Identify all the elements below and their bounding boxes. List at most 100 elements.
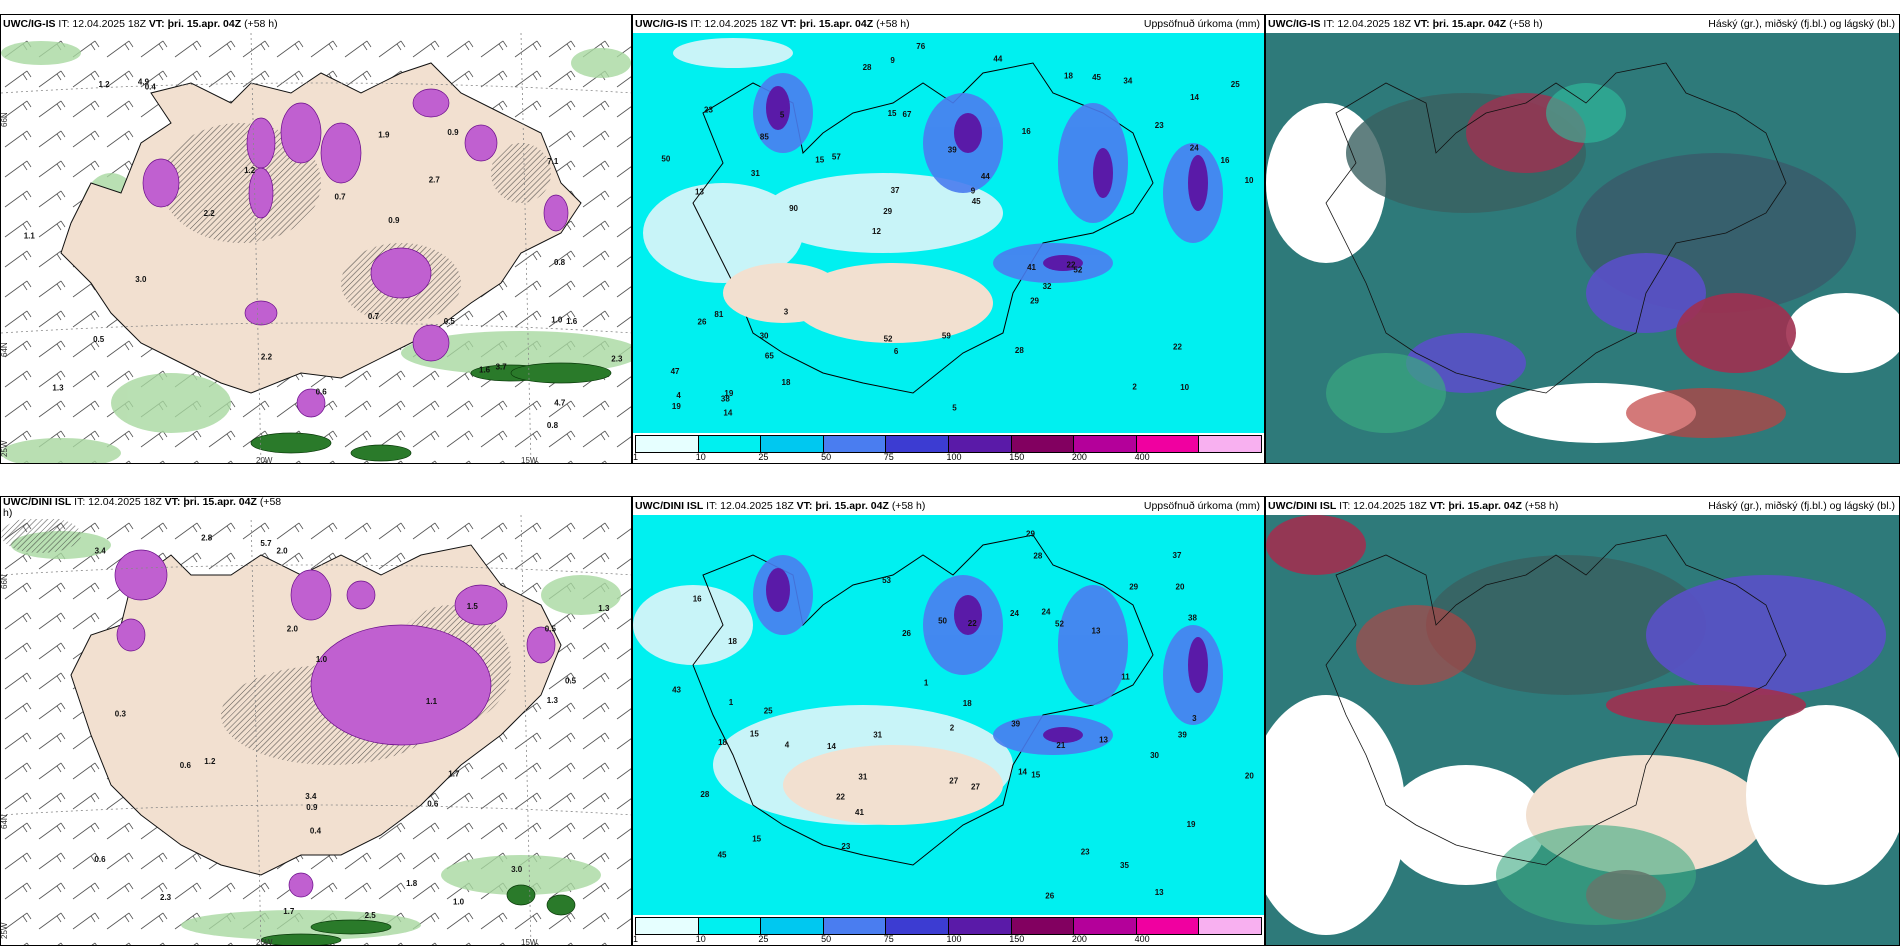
value-label: 52 bbox=[1055, 619, 1064, 628]
lat-label-66: 66N bbox=[1, 112, 9, 127]
value-label: 2.0 bbox=[277, 547, 289, 556]
value-label: 4.9 bbox=[138, 77, 150, 86]
value-label: 2.2 bbox=[261, 353, 273, 362]
value-label: 30 bbox=[760, 331, 769, 340]
value-label: 26 bbox=[902, 629, 911, 638]
panel-variable: Háský (gr.), miðský (fj.bl.) og lágský (… bbox=[1708, 15, 1895, 33]
value-label: 26 bbox=[698, 318, 707, 327]
value-label: 38 bbox=[721, 395, 730, 404]
panel-variable: Háský (gr.), miðský (fj.bl.) og lágský (… bbox=[1708, 497, 1895, 515]
colorbar-label: 150 bbox=[1009, 934, 1025, 944]
wind-precip-map: 66N 64N 25W 20W 15W 0.3 2.8 1.0 1.5 0.4 1.3 2.… bbox=[1, 515, 631, 945]
colorbar-swatch bbox=[948, 436, 1012, 452]
colorbar-swatch bbox=[886, 918, 949, 934]
value-label: 2.7 bbox=[429, 175, 441, 184]
value-label: 22 bbox=[1067, 261, 1076, 270]
value-label: 20 bbox=[1176, 582, 1185, 591]
value-label: 50 bbox=[938, 616, 947, 625]
value-label: 18 bbox=[963, 699, 972, 708]
value-label: 0.9 bbox=[447, 128, 459, 137]
colorbar-label: 150 bbox=[1009, 452, 1025, 462]
colorbar-label: 400 bbox=[1134, 934, 1150, 944]
value-label: 9 bbox=[971, 187, 976, 196]
colorbar-swatch bbox=[761, 918, 824, 934]
colorbar-label: 200 bbox=[1071, 452, 1087, 462]
value-label: 0.6 bbox=[427, 799, 439, 808]
map-panel-wind-precip-bottom[interactable]: UWC/DINI ISL IT: 12.04.2025 18Z VT: þri.… bbox=[0, 496, 632, 946]
value-label: 10 bbox=[1180, 383, 1189, 392]
value-label: 39 bbox=[1011, 720, 1020, 729]
value-label: 28 bbox=[1033, 552, 1042, 561]
colorbar-label: 50 bbox=[821, 452, 832, 462]
value-label: 31 bbox=[751, 169, 760, 178]
value-label: 5 bbox=[780, 111, 785, 120]
value-label: 0.6 bbox=[180, 761, 192, 770]
value-label: 12 bbox=[872, 227, 881, 236]
value-label: 28 bbox=[700, 790, 709, 799]
value-label: 1.3 bbox=[547, 696, 559, 705]
value-label: 23 bbox=[704, 106, 713, 115]
value-label: 85 bbox=[760, 133, 769, 142]
colorbar-label: 100 bbox=[946, 452, 962, 462]
value-label: 59 bbox=[942, 331, 951, 340]
value-label: 24 bbox=[1042, 608, 1051, 617]
colorbar-swatch bbox=[1011, 436, 1075, 452]
value-label: 39 bbox=[1178, 731, 1187, 740]
colorbar-label: 1 bbox=[633, 452, 639, 462]
dry-areas bbox=[783, 745, 1003, 825]
value-label: 1.0 bbox=[551, 315, 563, 324]
heavy-precip-areas bbox=[766, 568, 1208, 743]
snow-areas bbox=[142, 88, 569, 418]
lat-label-64: 64N bbox=[1, 342, 9, 357]
wind-top-values: 0.5 0.9 1.0 2.3 1.9 3.7 0.7 2.7 1.6 1.3 0.4 0.7 0.8 0… bbox=[24, 77, 623, 430]
value-label: 45 bbox=[718, 850, 727, 859]
colorbar-swatch bbox=[1199, 918, 1261, 934]
map-panel-precip-top[interactable]: UWC/IG-IS IT: 12.04.2025 18Z VT: þri. 15… bbox=[632, 14, 1265, 464]
value-label: 20 bbox=[1245, 772, 1254, 781]
value-label: 67 bbox=[903, 110, 912, 119]
value-label: 3.4 bbox=[95, 546, 107, 555]
value-label: 3.0 bbox=[511, 865, 523, 874]
colorbar-swatch bbox=[948, 918, 1012, 934]
value-label: 25 bbox=[1231, 80, 1240, 89]
colorbar-swatch bbox=[1136, 436, 1200, 452]
map-panel-wind-precip-top[interactable]: UWC/IG-IS IT: 12.04.2025 18Z VT: þri. 15… bbox=[0, 14, 632, 464]
value-label: 1.0 bbox=[316, 655, 328, 664]
value-label: 2 bbox=[950, 724, 955, 733]
panel-title: UWC/DINI ISL IT: 12.04.2025 18Z VT: þri.… bbox=[633, 497, 1264, 515]
value-label: 15 bbox=[750, 729, 759, 738]
value-label: 0.8 bbox=[547, 421, 559, 430]
value-label: 1.2 bbox=[244, 166, 256, 175]
value-label: 10 bbox=[1245, 176, 1254, 185]
value-label: 41 bbox=[1027, 263, 1036, 272]
lon-label-20: 20W bbox=[256, 456, 273, 464]
value-label: 0.7 bbox=[368, 312, 380, 321]
value-label: 23 bbox=[841, 842, 850, 851]
panel-title: UWC/DINI ISL IT: 12.04.2025 18Z VT: þri.… bbox=[1, 497, 293, 519]
value-label: 14 bbox=[827, 742, 836, 751]
lon-label-15: 15W bbox=[521, 456, 538, 464]
value-label: 4 bbox=[676, 391, 681, 400]
iceland-outline bbox=[692, 62, 1154, 394]
precip-colorbar: 1 10 25 50 75 100 150 200 400 bbox=[633, 433, 1264, 463]
map-panel-precip-bottom[interactable]: UWC/DINI ISL IT: 12.04.2025 18Z VT: þri.… bbox=[632, 496, 1265, 946]
value-label: 1 bbox=[924, 678, 929, 687]
value-label: 5.7 bbox=[260, 539, 272, 548]
value-label: 15 bbox=[888, 109, 897, 118]
value-label: 76 bbox=[916, 42, 925, 51]
colorbar-swatch bbox=[636, 918, 699, 934]
value-label: 3.4 bbox=[305, 792, 317, 801]
value-label: 1.6 bbox=[479, 366, 491, 375]
heavy-precip-areas bbox=[766, 86, 1208, 271]
dry-areas bbox=[723, 263, 993, 343]
map-panel-clouds-top[interactable]: UWC/IG-IS IT: 12.04.2025 18Z VT: þri. 15… bbox=[1265, 14, 1900, 464]
value-label: 52 bbox=[884, 334, 893, 343]
colorbar-swatch bbox=[886, 436, 949, 452]
colorbar-label: 10 bbox=[695, 452, 706, 462]
value-label: 0.3 bbox=[115, 710, 127, 719]
value-label: 27 bbox=[971, 782, 980, 791]
map-panel-clouds-bottom[interactable]: UWC/DINI ISL IT: 12.04.2025 18Z VT: þri.… bbox=[1265, 496, 1900, 946]
value-label: 65 bbox=[765, 351, 774, 360]
colorbar-label: 50 bbox=[821, 934, 832, 944]
value-label: 1.3 bbox=[52, 383, 64, 392]
